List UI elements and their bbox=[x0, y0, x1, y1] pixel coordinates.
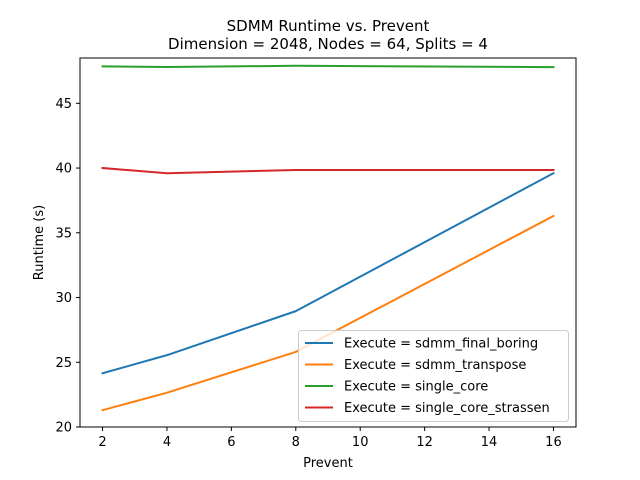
x-tick-label: 6 bbox=[227, 435, 235, 450]
x-axis-ticks: 2 4 6 8 10 12 14 16 bbox=[98, 427, 562, 450]
y-axis-label: Runtime (s) bbox=[32, 205, 47, 280]
y-tick-label: 35 bbox=[55, 226, 72, 241]
y-tick-label: 30 bbox=[55, 291, 72, 306]
x-tick-label: 2 bbox=[98, 435, 106, 450]
legend-label: Execute = single_core_strassen bbox=[344, 401, 550, 416]
y-axis-ticks: 20 25 30 35 40 45 bbox=[55, 97, 80, 436]
x-tick-label: 12 bbox=[416, 435, 433, 450]
chart-title: SDMM Runtime vs. Prevent bbox=[227, 17, 430, 35]
series-line bbox=[101, 166, 555, 175]
series-line bbox=[101, 214, 555, 412]
legend-label: Execute = single_core bbox=[344, 380, 488, 395]
legend-label: Execute = sdmm_final_boring bbox=[344, 337, 538, 352]
x-tick-label: 16 bbox=[545, 435, 562, 450]
x-axis-label: Prevent bbox=[303, 456, 353, 471]
legend: Execute = sdmm_final_boring Execute = sdm… bbox=[298, 330, 569, 422]
plot-frame bbox=[79, 57, 577, 428]
y-tick-label: 40 bbox=[55, 162, 72, 177]
legend-label: Execute = sdmm_transpose bbox=[344, 358, 526, 373]
legend-box bbox=[298, 330, 569, 422]
series-lines bbox=[101, 64, 555, 412]
y-tick-label: 25 bbox=[55, 356, 72, 371]
x-tick-label: 8 bbox=[292, 435, 300, 450]
x-tick-label: 4 bbox=[163, 435, 171, 450]
series-line bbox=[101, 171, 555, 375]
x-tick-label: 10 bbox=[352, 435, 369, 450]
y-tick-label: 20 bbox=[55, 421, 72, 436]
x-tick-label: 14 bbox=[481, 435, 498, 450]
y-tick-label: 45 bbox=[55, 97, 72, 112]
series-line bbox=[101, 64, 555, 69]
chart-subtitle: Dimension = 2048, Nodes = 64, Splits = 4 bbox=[168, 35, 488, 53]
